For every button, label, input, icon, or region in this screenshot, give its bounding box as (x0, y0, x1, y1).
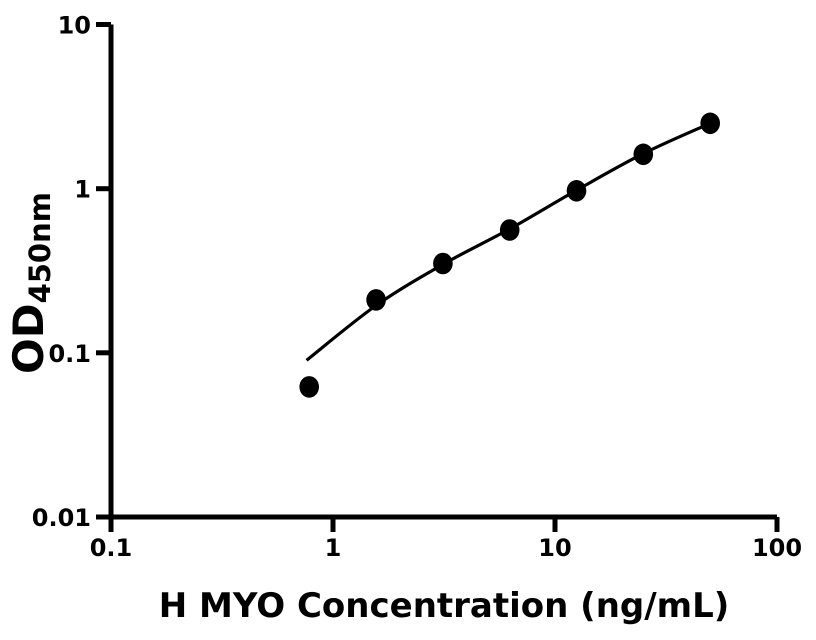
x-axis-title: H MYO Concentration (ng/mL) (158, 586, 730, 626)
x-tick-label-1: 1 (325, 534, 342, 562)
x-tick-label-0.1: 0.1 (90, 534, 133, 562)
data-point-3 (433, 252, 453, 275)
data-point-7 (700, 112, 720, 135)
y-axis-title: OD450nm (4, 183, 57, 383)
data-point-2 (366, 289, 386, 311)
data-point-1 (299, 376, 320, 398)
y-axis-title-text: OD (4, 303, 53, 374)
y-tick-label-0.1: 0.1 (48, 340, 91, 368)
x-tick-label-10: 10 (538, 534, 571, 562)
y-axis-title-subscript: 450nm (23, 192, 57, 304)
data-point-4 (499, 219, 520, 241)
data-point-5 (566, 180, 587, 202)
y-tick-label-10: 10 (58, 12, 91, 40)
x-tick-label-100: 100 (752, 534, 802, 562)
data-point-6 (633, 143, 654, 166)
y-tick-label-0.01: 0.01 (32, 504, 91, 532)
y-tick-label-1: 1 (74, 176, 91, 204)
